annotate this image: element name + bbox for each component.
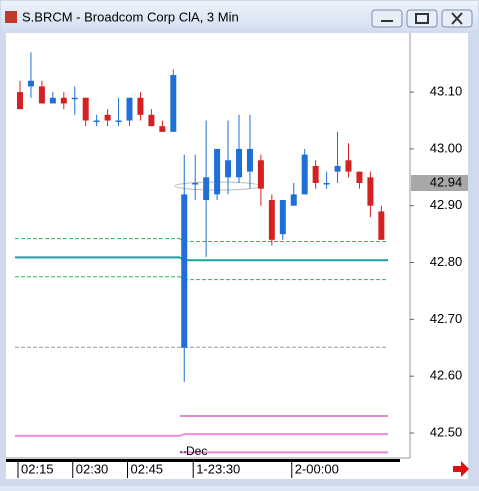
level-step — [179, 433, 185, 437]
candle-body — [60, 97, 67, 104]
window-title: S.BRCM - Broadcom Corp ClA, 3 Min — [22, 9, 239, 24]
candle-body — [203, 177, 210, 201]
x-axis-bar — [6, 459, 400, 462]
candle-body — [334, 165, 341, 172]
app-icon — [5, 11, 17, 23]
candle-body — [236, 148, 242, 178]
candle-body — [323, 183, 330, 185]
x-tick-label: 1-23:30 — [196, 461, 240, 476]
annotation: Dec — [186, 444, 207, 458]
candle-body — [126, 97, 133, 121]
maximize-icon — [415, 13, 429, 24]
x-tick-label: 02:15 — [21, 461, 54, 476]
minimize-button[interactable] — [371, 9, 403, 28]
candle-body — [71, 97, 78, 100]
chart-panel — [6, 33, 468, 479]
candle-body — [49, 97, 56, 104]
x-tick-label: 2-00:00 — [295, 461, 339, 476]
candle-body — [17, 92, 23, 110]
candle-body — [115, 120, 122, 122]
window-buttons — [371, 9, 473, 28]
candle-body — [82, 97, 89, 121]
candle-body — [159, 126, 166, 132]
candle-body — [246, 148, 253, 172]
close-icon — [451, 12, 463, 25]
candle-body — [137, 97, 144, 115]
y-tick-label: 42.90 — [430, 197, 463, 212]
candle-body — [170, 75, 177, 132]
candle-body — [378, 211, 385, 240]
candle-body — [367, 177, 374, 206]
y-tick-label: 43.10 — [430, 84, 463, 99]
x-tick-label: 02:30 — [76, 461, 109, 476]
plot: 42.50 42.60 42.70 42.80 42.90 43.00 43.10 42.94… — [15, 52, 468, 478]
candle-body — [27, 80, 34, 87]
candle-body — [312, 165, 319, 183]
candle-body — [345, 160, 352, 172]
x-tick-label: 02:45 — [131, 461, 164, 476]
candle-body — [214, 148, 221, 195]
y-tick-label: 42.60 — [430, 368, 463, 383]
price-marker — [411, 175, 468, 191]
y-tick-label: 43.00 — [430, 140, 463, 155]
candle-body — [192, 183, 199, 185]
candle-body — [148, 114, 155, 127]
price-marker-label: 42.94 — [430, 174, 463, 189]
candle-body — [38, 86, 45, 104]
candle-body — [181, 194, 188, 348]
y-tick-label: 42.50 — [430, 424, 463, 439]
candle-body — [257, 160, 264, 189]
candle-body — [279, 200, 286, 235]
candle-body — [104, 114, 111, 121]
y-tick-label: 42.80 — [430, 254, 463, 269]
candle-body — [301, 154, 308, 195]
candle-body — [268, 200, 275, 240]
candle-body — [93, 120, 100, 122]
candle-body — [290, 194, 297, 206]
candle-body — [225, 160, 232, 178]
maximize-button[interactable] — [406, 9, 438, 28]
scroll-arrow[interactable] — [453, 461, 469, 477]
candle-body — [356, 171, 363, 183]
y-tick-label: 42.70 — [430, 311, 463, 326]
